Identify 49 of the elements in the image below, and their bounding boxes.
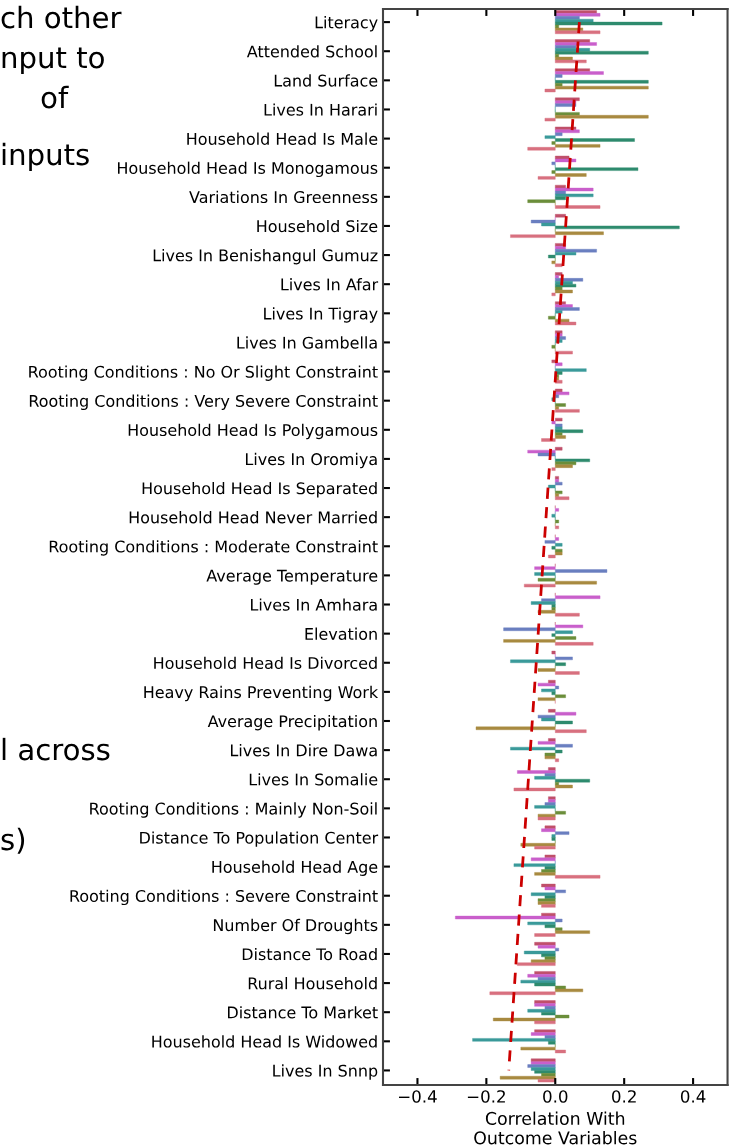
y-tick-label: Lives In Gambella	[237, 336, 377, 349]
y-tick-label: Rooting Conditions : Moderate Constraint	[49, 540, 378, 556]
y-tick-label: Lives In Amhara	[251, 598, 377, 611]
y-tick-label: Lives In Somalie	[249, 773, 378, 786]
y-tick-label: Lives In Benishangul Gumuz	[153, 249, 378, 265]
y-tick-label: Lives In Dire Dawa	[231, 744, 377, 757]
y-tick-label: Household Head Is Male	[187, 132, 378, 145]
text: nput to	[2, 47, 104, 75]
text: s)	[1, 827, 25, 854]
x-tick-label: 0.2	[612, 1090, 636, 1103]
y-tick-label: Rooting Conditions : Very Severe Constraint	[29, 394, 378, 411]
y-tick-label: Household Head Is Polygamous	[128, 423, 378, 440]
y-tick-label: Lives In Tigray	[264, 307, 378, 323]
y-tick-label: Literacy	[315, 16, 378, 32]
y-tick-label: Rooting Conditions : Mainly Non-Soil	[90, 802, 377, 818]
y-tick-label: Distance To Population Center	[140, 831, 379, 847]
y-tick-label: Household Head Is Separated	[142, 481, 377, 498]
x-tick-label: 0.0	[543, 1090, 568, 1103]
y-tick-label: Lives In Afar	[281, 278, 379, 291]
x-tick-label: −0.4	[398, 1090, 437, 1103]
y-tick-label: Lives In Snnp	[273, 1064, 378, 1080]
y-tick-label: Household Head Is Divorced	[154, 656, 377, 670]
y-tick-label: Rooting Conditions : No Or Slight Constraint	[29, 365, 378, 381]
y-tick-label: Number Of Droughts	[213, 918, 378, 935]
y-tick-label: Rooting Conditions : Severe Constraint	[70, 889, 378, 906]
text: inputs	[2, 142, 89, 172]
y-tick-label: Distance To Market	[228, 1006, 378, 1019]
y-tick-label: Household Size	[257, 219, 378, 233]
y-tick-label: Average Temperature	[206, 569, 378, 585]
y-tick-label: Household Head Is Widowed	[152, 1035, 377, 1048]
y-tick-label: Lives In Harari	[264, 103, 377, 116]
text: ch other	[1, 5, 122, 29]
y-tick-label: Household Head Never Married	[129, 511, 377, 524]
y-tick-label: Variations In Greenness	[189, 190, 378, 204]
y-tick-label: Rural Household	[248, 977, 377, 990]
y-tick-label: Land Surface	[274, 74, 378, 87]
y-tick-label: Household Head Age	[212, 860, 378, 876]
y-tick-label: Average Precipitation	[207, 714, 377, 731]
text: of	[41, 85, 69, 109]
y-tick-label: Distance To Road	[242, 947, 377, 961]
y-tick-label: Elevation	[305, 627, 377, 640]
y-tick-label: Attended School	[246, 45, 377, 58]
y-tick-label: Heavy Rains Preventing Work	[144, 685, 379, 702]
y-tick-label: Lives In Oromiya	[245, 452, 377, 469]
x-tick-label: −0.2	[467, 1090, 505, 1103]
text: l across	[2, 737, 110, 761]
x-tick-label: 0.4	[680, 1090, 706, 1103]
y-tick-label: Household Head Is Monogamous	[118, 161, 378, 178]
x-axis-title: Correlation With Outcome Variables	[474, 1111, 637, 1145]
